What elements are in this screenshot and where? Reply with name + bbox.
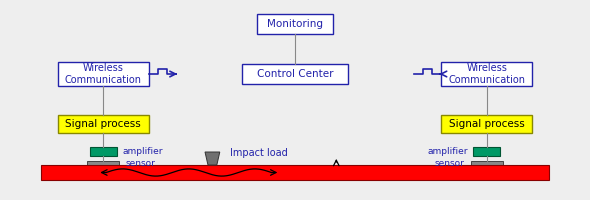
Bar xyxy=(473,146,500,156)
FancyBboxPatch shape xyxy=(441,115,532,133)
Text: Control Center: Control Center xyxy=(257,69,333,79)
Bar xyxy=(87,160,119,166)
Text: amplifier: amplifier xyxy=(123,146,163,156)
FancyBboxPatch shape xyxy=(242,64,348,84)
Bar xyxy=(90,146,117,156)
Text: sensor: sensor xyxy=(125,158,155,168)
Text: Wireless
Communication: Wireless Communication xyxy=(448,63,525,85)
FancyBboxPatch shape xyxy=(441,62,532,86)
Text: Impact load: Impact load xyxy=(230,148,288,158)
Polygon shape xyxy=(205,152,219,165)
FancyBboxPatch shape xyxy=(57,115,149,133)
FancyBboxPatch shape xyxy=(57,62,149,86)
Text: amplifier: amplifier xyxy=(427,146,467,156)
Text: Signal process: Signal process xyxy=(449,119,525,129)
Text: Signal process: Signal process xyxy=(65,119,141,129)
FancyBboxPatch shape xyxy=(257,14,333,34)
Text: Wireless
Communication: Wireless Communication xyxy=(65,63,142,85)
Text: sensor: sensor xyxy=(435,158,465,168)
Bar xyxy=(471,160,503,166)
Text: Monitoring: Monitoring xyxy=(267,19,323,29)
Bar xyxy=(41,165,549,180)
